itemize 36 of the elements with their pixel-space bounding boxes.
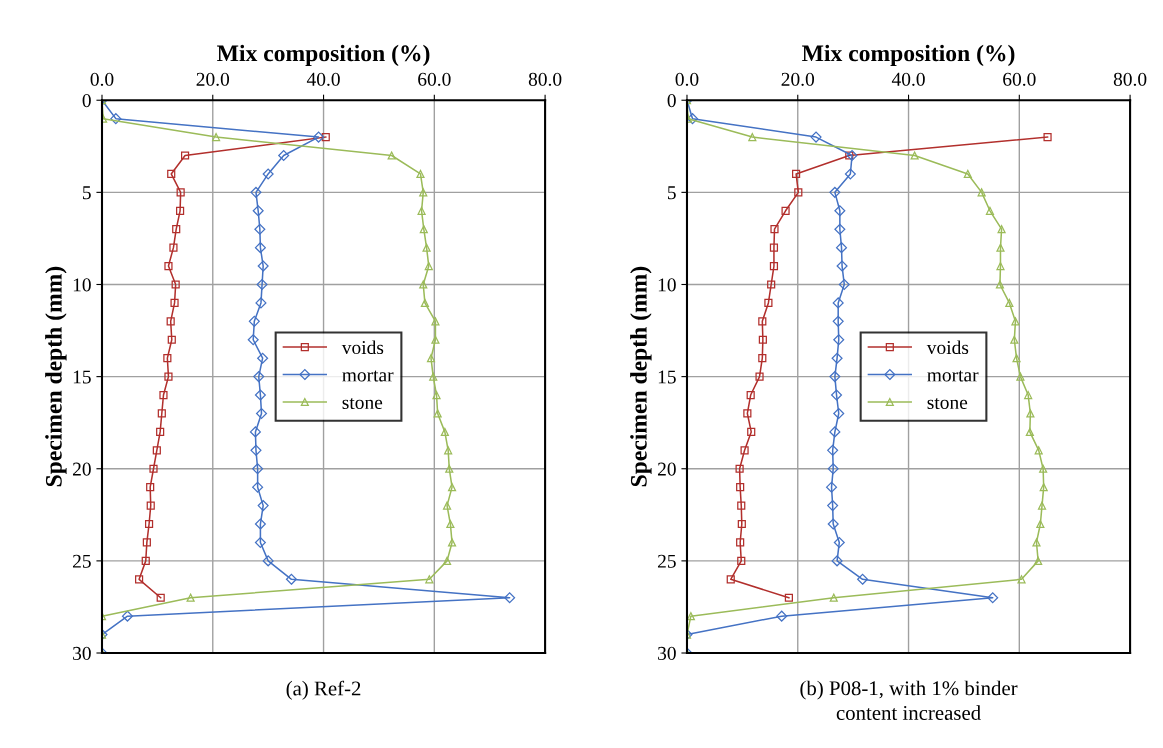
- x-axis-title: Mix composition (%): [802, 44, 1015, 67]
- y-tick-label: 15: [658, 370, 676, 384]
- y-tick-label: 5: [82, 186, 91, 200]
- x-tick-label: 80.0: [1113, 72, 1147, 86]
- x-tick-label: 40.0: [891, 72, 925, 86]
- legend-label: stone: [342, 397, 383, 410]
- y-tick-label: 15: [73, 370, 91, 384]
- x-axis-title: Mix composition (%): [217, 44, 430, 67]
- y-tick-label: 0: [82, 94, 91, 108]
- x-tick-label: 60.0: [418, 72, 451, 86]
- text: (b) P08-1, with 1% binder content increased: [800, 680, 1018, 720]
- legend-label: mortar: [927, 370, 979, 382]
- x-tick-label: 0.0: [90, 72, 114, 86]
- y-tick-label: 25: [72, 554, 91, 568]
- legend-label: voids: [341, 340, 384, 355]
- y-axis-title: Specimen depth (mm): [630, 266, 652, 487]
- x-tick-label: 20.0: [781, 72, 815, 86]
- y-tick-label: 30: [73, 646, 91, 660]
- y-tick-label: 10: [73, 278, 91, 292]
- y-tick-label: 0: [667, 94, 676, 108]
- y-tick-label: 10: [658, 278, 676, 292]
- y-axis-title: Specimen depth (mm): [45, 266, 67, 487]
- y-tick-label: 20: [657, 462, 676, 476]
- text: (a) Ref-2: [286, 680, 361, 700]
- x-tick-label: 40.0: [306, 72, 340, 86]
- legend-label: stone: [927, 397, 968, 410]
- x-tick-label: 0.0: [675, 72, 699, 86]
- y-tick-label: 20: [72, 462, 91, 476]
- y-tick-label: 25: [657, 554, 676, 568]
- x-tick-label: 20.0: [196, 72, 230, 86]
- y-tick-label: 30: [658, 646, 676, 660]
- y-tick-label: 5: [667, 186, 676, 200]
- x-tick-label: 60.0: [1003, 72, 1036, 86]
- legend-label: voids: [926, 340, 969, 355]
- x-tick-label: 80.0: [528, 72, 562, 86]
- legend-label: mortar: [342, 370, 394, 382]
